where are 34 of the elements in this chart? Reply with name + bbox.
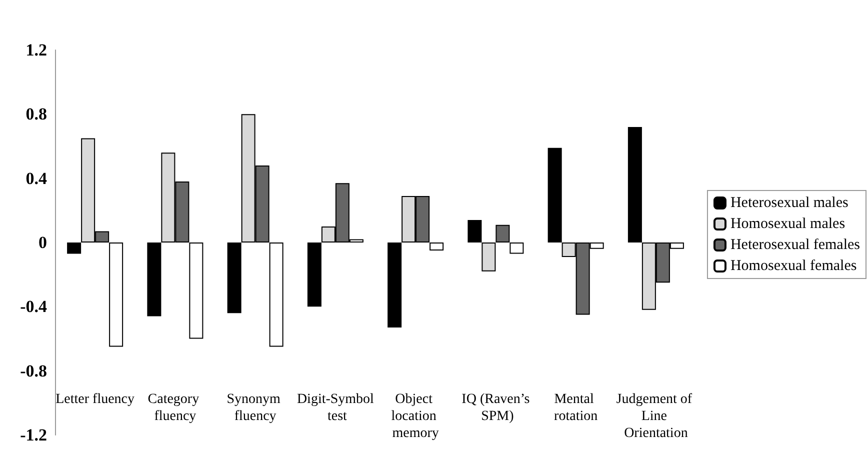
x-tick-label: Judgement of Line Orientation <box>616 392 696 441</box>
y-tick-label: 0 <box>38 233 47 252</box>
x-tick-label: Letter fluency <box>56 392 135 407</box>
bar <box>482 242 496 272</box>
legend-label: Heterosexual males <box>730 195 849 211</box>
bar <box>388 242 402 328</box>
bar <box>227 242 242 314</box>
y-tick-label: 0.8 <box>26 104 47 124</box>
legend-label: Homosexual males <box>730 216 846 232</box>
bar <box>269 242 284 347</box>
legend-label: Heterosexual females <box>730 237 860 253</box>
bar <box>109 242 124 347</box>
bar <box>510 242 524 254</box>
y-tick-label: 0.4 <box>26 168 48 188</box>
x-tick-label: IQ (Raven’s SPM) <box>462 392 530 424</box>
x-tick-label: Synonym fluency <box>226 392 284 424</box>
bar <box>189 242 204 339</box>
bar <box>307 242 322 307</box>
x-tick-label: Mental rotation <box>554 392 598 424</box>
legend-label: Homosexual females <box>730 258 857 274</box>
bar <box>628 127 642 242</box>
bar <box>147 242 162 316</box>
y-tick-label: 1.2 <box>26 40 47 60</box>
y-tick-label: -1.2 <box>20 426 47 444</box>
y-tick-label: -0.4 <box>20 297 48 316</box>
x-tick-label: Digit-Symbol test <box>296 392 374 424</box>
bar <box>496 224 510 242</box>
bar <box>548 148 562 242</box>
bar <box>67 242 82 254</box>
x-tick-label: Category fluency <box>148 392 203 424</box>
y-tick-label: -0.8 <box>20 361 47 380</box>
bar <box>468 220 482 242</box>
x-tick-label: Object location memory <box>391 392 440 441</box>
bar <box>430 242 444 251</box>
